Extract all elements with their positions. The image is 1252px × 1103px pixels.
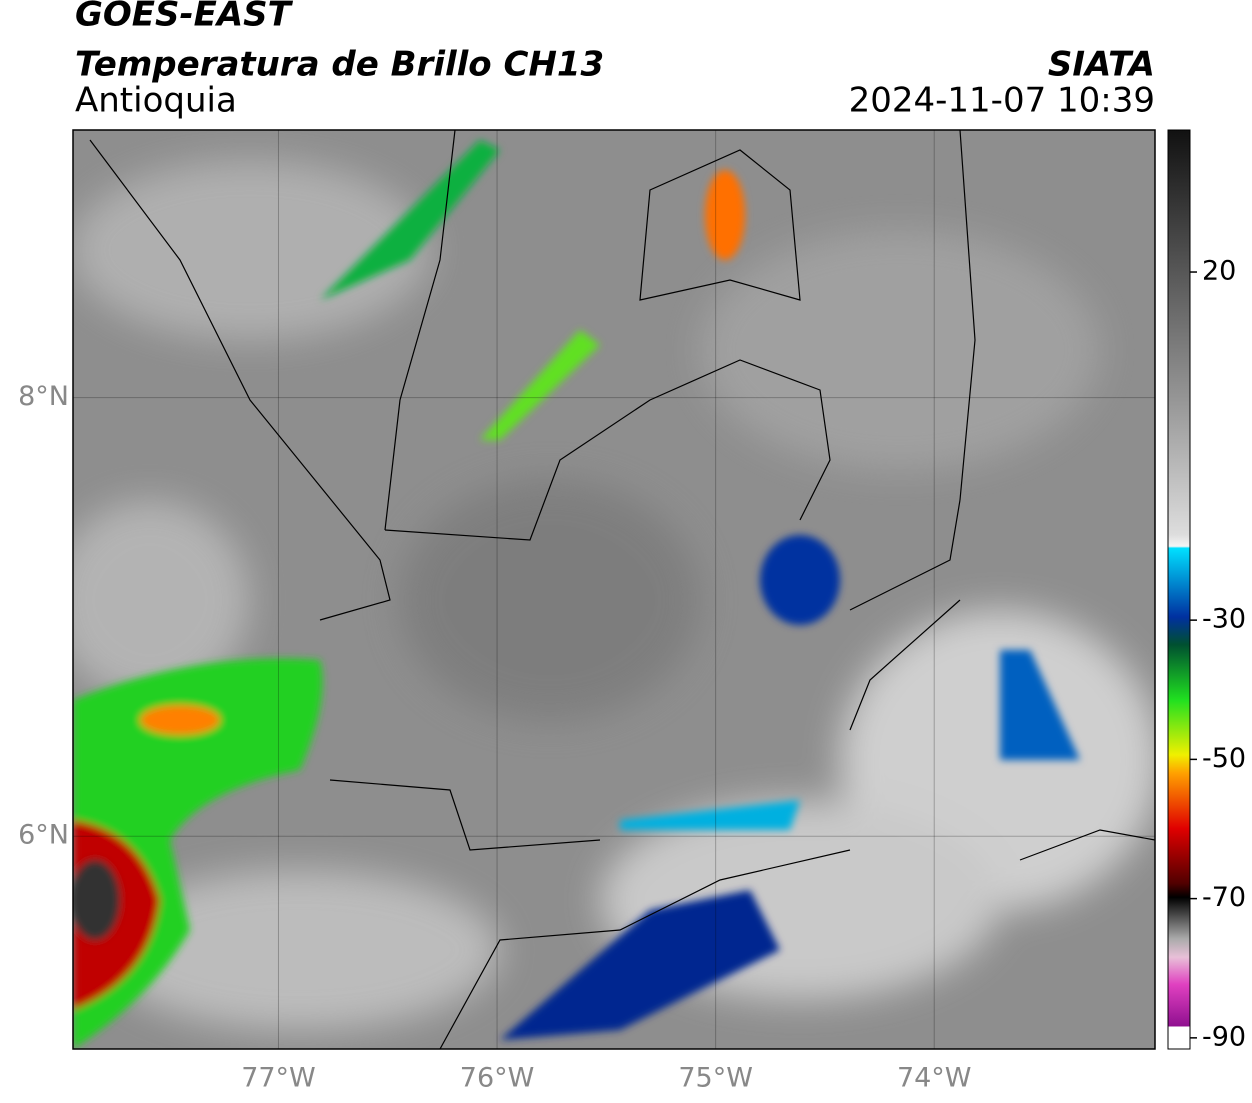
colorbar-tick-label: -70 xyxy=(1202,882,1246,913)
region: Antioquia xyxy=(75,81,237,121)
timestamp: 2024-11-07 10:39 xyxy=(849,81,1155,121)
x-tick-label: 77°W xyxy=(241,1063,316,1094)
colorbar xyxy=(1167,129,1191,1050)
colorbar-tick-label: -50 xyxy=(1202,743,1246,774)
colorbar-tick-label: 20 xyxy=(1202,256,1236,287)
satellite-image xyxy=(73,130,1155,1049)
source: SIATA xyxy=(1048,45,1155,85)
colorbar-tick-label: -90 xyxy=(1202,1021,1246,1052)
y-tick-label: 6°N xyxy=(18,820,69,851)
x-tick-label: 75°W xyxy=(678,1063,753,1094)
subtitle: Temperatura de Brillo CH13 xyxy=(75,45,604,85)
title: GOES-EAST xyxy=(75,0,294,35)
y-tick-label: 8°N xyxy=(18,381,69,412)
x-tick-label: 74°W xyxy=(897,1063,972,1094)
x-tick-label: 76°W xyxy=(460,1063,535,1094)
map-frame xyxy=(72,129,1156,1050)
colorbar-tick-label: -30 xyxy=(1202,604,1246,635)
